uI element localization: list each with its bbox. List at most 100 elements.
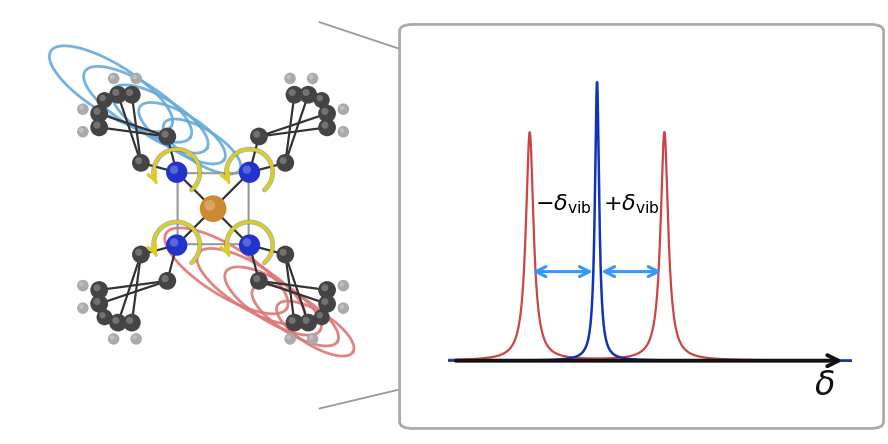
Circle shape — [135, 157, 142, 164]
Circle shape — [280, 157, 287, 164]
Circle shape — [286, 86, 304, 103]
Circle shape — [132, 246, 150, 263]
Circle shape — [309, 75, 313, 79]
Circle shape — [77, 103, 89, 115]
Circle shape — [166, 234, 187, 256]
Circle shape — [77, 280, 89, 291]
Circle shape — [321, 284, 329, 291]
Circle shape — [253, 131, 260, 138]
Circle shape — [107, 333, 119, 345]
Circle shape — [158, 272, 176, 290]
Circle shape — [77, 302, 89, 314]
Circle shape — [166, 162, 187, 183]
Circle shape — [316, 95, 323, 101]
Circle shape — [316, 312, 323, 318]
Circle shape — [286, 314, 304, 332]
Circle shape — [250, 127, 268, 145]
Circle shape — [170, 238, 178, 247]
Circle shape — [93, 122, 100, 129]
Circle shape — [204, 200, 215, 211]
Circle shape — [339, 128, 345, 133]
Circle shape — [318, 105, 336, 123]
Circle shape — [284, 73, 296, 84]
Circle shape — [200, 195, 226, 222]
Circle shape — [276, 154, 294, 172]
Circle shape — [132, 335, 137, 340]
Circle shape — [313, 309, 329, 325]
Circle shape — [109, 314, 127, 332]
Circle shape — [132, 154, 150, 172]
Circle shape — [313, 92, 329, 108]
Circle shape — [318, 295, 336, 313]
Circle shape — [126, 317, 133, 324]
Circle shape — [286, 75, 291, 79]
Circle shape — [337, 302, 349, 314]
Circle shape — [162, 131, 169, 138]
Circle shape — [123, 314, 140, 332]
Circle shape — [112, 317, 119, 324]
Circle shape — [299, 86, 317, 103]
Circle shape — [242, 238, 251, 247]
Text: $\delta$: $\delta$ — [814, 370, 835, 402]
Circle shape — [107, 73, 119, 84]
Circle shape — [239, 234, 260, 256]
Text: $+\delta_{\mathrm{vib}}$: $+\delta_{\mathrm{vib}}$ — [603, 192, 659, 216]
Circle shape — [110, 335, 115, 340]
Circle shape — [79, 106, 83, 110]
Circle shape — [132, 75, 137, 79]
Circle shape — [123, 86, 140, 103]
Circle shape — [276, 246, 294, 263]
Circle shape — [318, 119, 336, 136]
Circle shape — [91, 281, 108, 299]
Circle shape — [337, 103, 349, 115]
Circle shape — [299, 314, 317, 332]
Circle shape — [337, 280, 349, 291]
Circle shape — [79, 282, 83, 286]
Circle shape — [321, 122, 329, 129]
Circle shape — [253, 275, 260, 282]
Circle shape — [321, 108, 329, 115]
Circle shape — [131, 333, 142, 345]
Circle shape — [79, 128, 83, 133]
Circle shape — [135, 249, 142, 256]
Circle shape — [158, 127, 176, 145]
Circle shape — [250, 272, 268, 290]
Circle shape — [99, 312, 106, 318]
Circle shape — [91, 105, 108, 123]
Circle shape — [309, 335, 313, 340]
Circle shape — [339, 282, 345, 286]
Circle shape — [97, 309, 113, 325]
Circle shape — [286, 335, 291, 340]
Circle shape — [307, 73, 319, 84]
Circle shape — [289, 317, 296, 324]
Circle shape — [91, 119, 108, 136]
Circle shape — [93, 108, 100, 115]
Circle shape — [307, 333, 319, 345]
Circle shape — [126, 89, 133, 96]
Circle shape — [93, 298, 100, 305]
Circle shape — [242, 165, 251, 174]
Circle shape — [318, 281, 336, 299]
Circle shape — [110, 75, 115, 79]
Circle shape — [289, 89, 296, 96]
Circle shape — [280, 249, 287, 256]
Circle shape — [303, 317, 310, 324]
Circle shape — [91, 295, 108, 313]
Circle shape — [93, 284, 100, 291]
Circle shape — [131, 73, 142, 84]
Circle shape — [284, 333, 296, 345]
Circle shape — [337, 126, 349, 138]
Circle shape — [112, 89, 119, 96]
Circle shape — [77, 126, 89, 138]
Circle shape — [79, 305, 83, 309]
Circle shape — [99, 95, 106, 101]
Circle shape — [339, 305, 345, 309]
Text: $-\delta_{\mathrm{vib}}$: $-\delta_{\mathrm{vib}}$ — [535, 192, 591, 216]
Circle shape — [109, 86, 127, 103]
Circle shape — [303, 89, 310, 96]
Circle shape — [170, 165, 178, 174]
Circle shape — [162, 275, 169, 282]
Circle shape — [97, 92, 113, 108]
Circle shape — [239, 162, 260, 183]
Circle shape — [339, 106, 345, 110]
